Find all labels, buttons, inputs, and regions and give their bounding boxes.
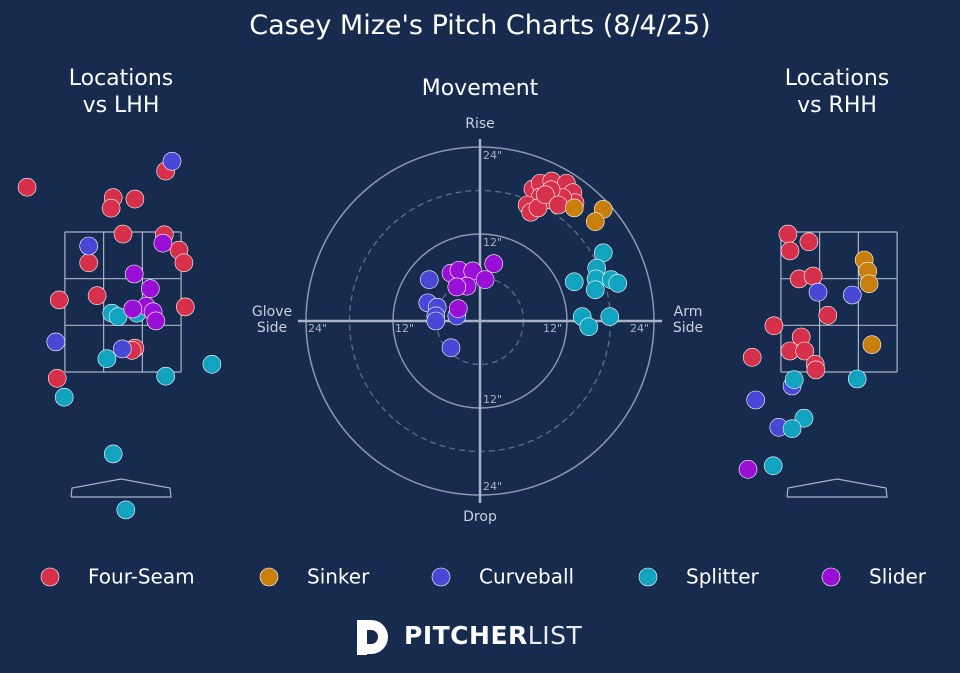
pitch-point — [794, 408, 814, 428]
pitch-point — [162, 152, 182, 171]
r-tick-label: 12" — [543, 322, 562, 335]
pitch-point — [484, 254, 504, 274]
axis-label: Arm Side — [672, 304, 704, 336]
pitch-point — [46, 332, 66, 352]
home-plate — [70, 478, 172, 498]
legend-label: Four-Seam — [88, 565, 195, 589]
pitch-point — [763, 456, 783, 476]
pitch-point — [146, 311, 166, 331]
r-tick-label: 12" — [395, 322, 414, 335]
pitch-point — [738, 459, 758, 479]
pitch-point — [564, 272, 584, 292]
legend-label: Splitter — [686, 565, 759, 589]
axis-label: Glove Side — [251, 304, 293, 336]
pitch-point — [426, 311, 446, 331]
pitch-point — [585, 280, 605, 300]
pitch-point — [87, 286, 107, 306]
pitch-point — [742, 347, 762, 367]
pitch-point — [54, 387, 74, 407]
pitch-point — [49, 290, 69, 310]
legend-marker — [431, 567, 451, 587]
pitch-point — [153, 233, 173, 253]
pitch-point — [113, 224, 133, 244]
pitch-point — [97, 349, 117, 369]
legend-marker — [40, 567, 60, 587]
pitch-point — [17, 177, 37, 197]
pitch-point — [608, 273, 628, 293]
pitch-point — [113, 339, 132, 359]
pitch-point — [806, 360, 826, 380]
pitch-point — [47, 368, 67, 388]
pitch-point — [862, 335, 882, 355]
pitch-point — [101, 198, 121, 218]
pitch-point — [585, 212, 605, 231]
r-tick-label: 24" — [483, 480, 502, 493]
pitch-point — [103, 444, 123, 464]
r-tick-label: 12" — [483, 393, 502, 406]
pitch-point — [782, 419, 802, 439]
pitch-point — [579, 317, 599, 337]
legend-label: Curveball — [479, 565, 574, 589]
logo-text: PITCHERLIST — [404, 621, 582, 650]
logo-light: LIST — [527, 621, 583, 650]
r-tick-label: 12" — [483, 236, 502, 249]
pitch-point — [125, 189, 145, 209]
pitch-point — [780, 241, 800, 261]
chart-title: Casey Mize's Pitch Charts (8/4/25) — [249, 10, 711, 41]
pitch-point — [124, 264, 144, 284]
pitch-point — [548, 195, 568, 215]
panel-title: Movement — [421, 76, 539, 101]
r-tick-label: 24" — [308, 322, 327, 335]
pitch-point — [419, 270, 439, 289]
pitch-point — [746, 390, 766, 410]
logo-bold: PITCHER — [404, 621, 528, 650]
legend-label: Slider — [869, 565, 927, 589]
pitch-point — [600, 307, 620, 326]
pitch-point — [79, 253, 98, 273]
pitch-point — [535, 185, 555, 205]
pitch-point — [818, 305, 838, 325]
pitch-point — [141, 279, 160, 299]
legend-marker — [638, 567, 658, 587]
pitch-point — [441, 338, 461, 358]
pitch-point — [202, 354, 222, 374]
legend-label: Sinker — [307, 565, 370, 589]
pitch-point — [448, 299, 468, 318]
pitch-point — [447, 277, 467, 297]
pitch-point — [79, 236, 98, 256]
panel-title: Locations vs RHH — [784, 66, 890, 118]
pitch-point — [784, 370, 804, 390]
pitch-point — [778, 224, 798, 244]
pitch-point — [859, 274, 879, 294]
pitch-point — [174, 253, 194, 273]
legend-marker — [259, 567, 279, 587]
pitch-point — [156, 366, 175, 386]
r-tick-label: 24" — [630, 322, 649, 335]
r-tick-label: 24" — [483, 149, 502, 162]
axis-label: Rise — [465, 116, 495, 132]
pitch-point — [475, 270, 495, 289]
logo-icon — [357, 620, 388, 655]
pitch-point — [808, 282, 828, 302]
pitch-point — [176, 297, 195, 317]
panel-title: Locations vs LHH — [68, 66, 174, 118]
pitch-point — [803, 266, 823, 286]
legend-marker — [821, 567, 841, 587]
pitch-point — [108, 307, 128, 327]
pitch-point — [764, 316, 784, 336]
pitch-point — [799, 232, 819, 252]
pitch-point — [795, 341, 815, 361]
pitch-point — [123, 299, 143, 319]
axis-label: Drop — [463, 509, 497, 525]
home-plate — [786, 478, 888, 498]
pitch-point — [842, 285, 862, 305]
pitch-point — [847, 369, 867, 389]
pitch-point — [116, 500, 136, 520]
pitch-point — [564, 198, 584, 218]
